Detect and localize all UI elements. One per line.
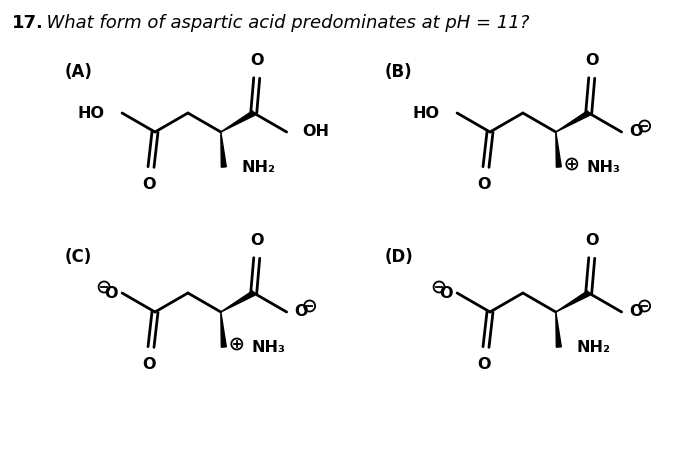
- Polygon shape: [220, 312, 226, 347]
- Text: O: O: [104, 286, 118, 301]
- Text: O: O: [477, 357, 491, 372]
- Text: O: O: [585, 53, 598, 68]
- Text: O: O: [440, 286, 453, 301]
- Text: (A): (A): [65, 63, 93, 81]
- Polygon shape: [556, 291, 590, 312]
- Text: (B): (B): [385, 63, 412, 81]
- Polygon shape: [220, 111, 255, 132]
- Text: NH₂: NH₂: [577, 339, 611, 354]
- Polygon shape: [220, 132, 226, 167]
- Text: HO: HO: [412, 106, 439, 120]
- Text: 17.: 17.: [12, 14, 44, 32]
- Text: O: O: [585, 233, 598, 248]
- Text: O: O: [250, 233, 263, 248]
- Text: O: O: [629, 125, 643, 140]
- Text: O: O: [142, 357, 155, 372]
- Text: (D): (D): [385, 248, 414, 266]
- Text: OH: OH: [302, 125, 330, 140]
- Text: O: O: [477, 177, 491, 192]
- Polygon shape: [556, 132, 561, 167]
- Text: O: O: [629, 304, 643, 320]
- Text: NH₂: NH₂: [241, 160, 276, 175]
- Text: O: O: [142, 177, 155, 192]
- Text: NH₃: NH₃: [587, 160, 621, 175]
- Text: HO: HO: [77, 106, 104, 120]
- Text: (C): (C): [65, 248, 92, 266]
- Polygon shape: [556, 312, 561, 347]
- Polygon shape: [556, 111, 590, 132]
- Text: O: O: [250, 53, 263, 68]
- Text: NH₃: NH₃: [252, 339, 286, 354]
- Text: What form of aspartic acid predominates at pH = 11?: What form of aspartic acid predominates …: [35, 14, 529, 32]
- Polygon shape: [220, 291, 255, 312]
- Text: O: O: [295, 304, 308, 320]
